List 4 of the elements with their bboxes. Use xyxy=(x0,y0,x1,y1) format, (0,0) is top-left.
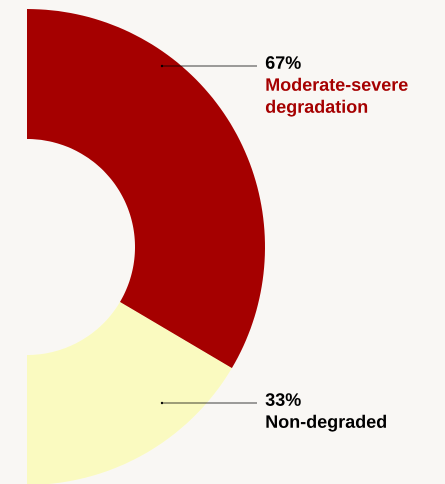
data-label: 33% xyxy=(266,393,301,406)
slice-label: Non-degraded xyxy=(266,414,386,432)
slice-label: Moderate-severe degradation xyxy=(266,78,408,117)
data-label: 67% xyxy=(266,56,301,69)
